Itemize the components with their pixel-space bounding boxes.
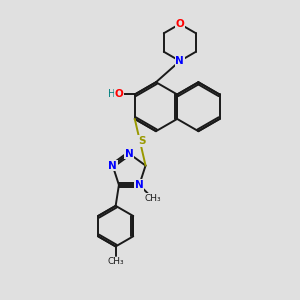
Text: S: S (138, 136, 146, 146)
Text: O: O (115, 89, 123, 100)
Text: N: N (135, 180, 144, 190)
Text: N: N (176, 56, 184, 66)
Text: O: O (176, 19, 184, 29)
Text: H: H (108, 89, 116, 99)
Text: N: N (108, 160, 117, 171)
Text: CH₃: CH₃ (107, 257, 124, 266)
Text: N: N (125, 148, 134, 159)
Text: CH₃: CH₃ (145, 194, 162, 203)
